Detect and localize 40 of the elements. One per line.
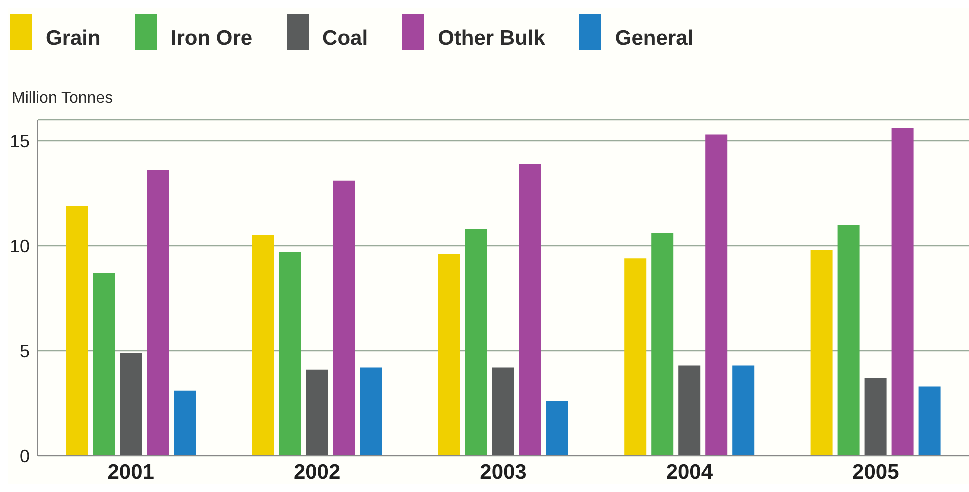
bar [360,368,382,456]
bar [519,164,542,456]
bar [438,254,460,456]
x-tick-label: 2005 [852,460,900,484]
x-tick-label: 2001 [108,460,155,484]
y-tick-label: 15 [10,131,30,152]
bar [732,366,755,456]
bar [333,180,356,456]
bar [174,390,196,456]
legend-label: Grain [46,27,101,50]
bar [838,225,860,456]
y-axis-title: Million Tonnes [12,90,114,108]
bar [252,236,274,456]
bar [810,250,833,456]
bar [892,128,914,456]
y-tick-label: 10 [10,236,30,256]
bar [918,386,941,456]
legend-label: Other Bulk [438,27,546,50]
bar [66,206,88,456]
y-tick-label: 5 [20,341,30,362]
bar [706,134,728,456]
bar [306,370,328,456]
x-tick-label: 2003 [480,460,527,484]
bar [864,378,887,456]
bar [120,353,142,456]
bar [678,366,701,456]
x-tick-label: 2002 [294,460,341,484]
legend-label: General [615,27,694,50]
bar [465,229,488,456]
bar [147,170,169,456]
x-tick-label: 2004 [666,460,714,484]
bar [279,252,302,456]
bar [492,368,514,456]
bar [546,401,568,456]
legend-label: Coal [322,27,368,50]
bar [624,258,647,456]
legend-label: Iron Ore [170,27,253,50]
bar [652,233,674,456]
y-tick-label: 0 [20,446,30,466]
bar [93,273,115,456]
